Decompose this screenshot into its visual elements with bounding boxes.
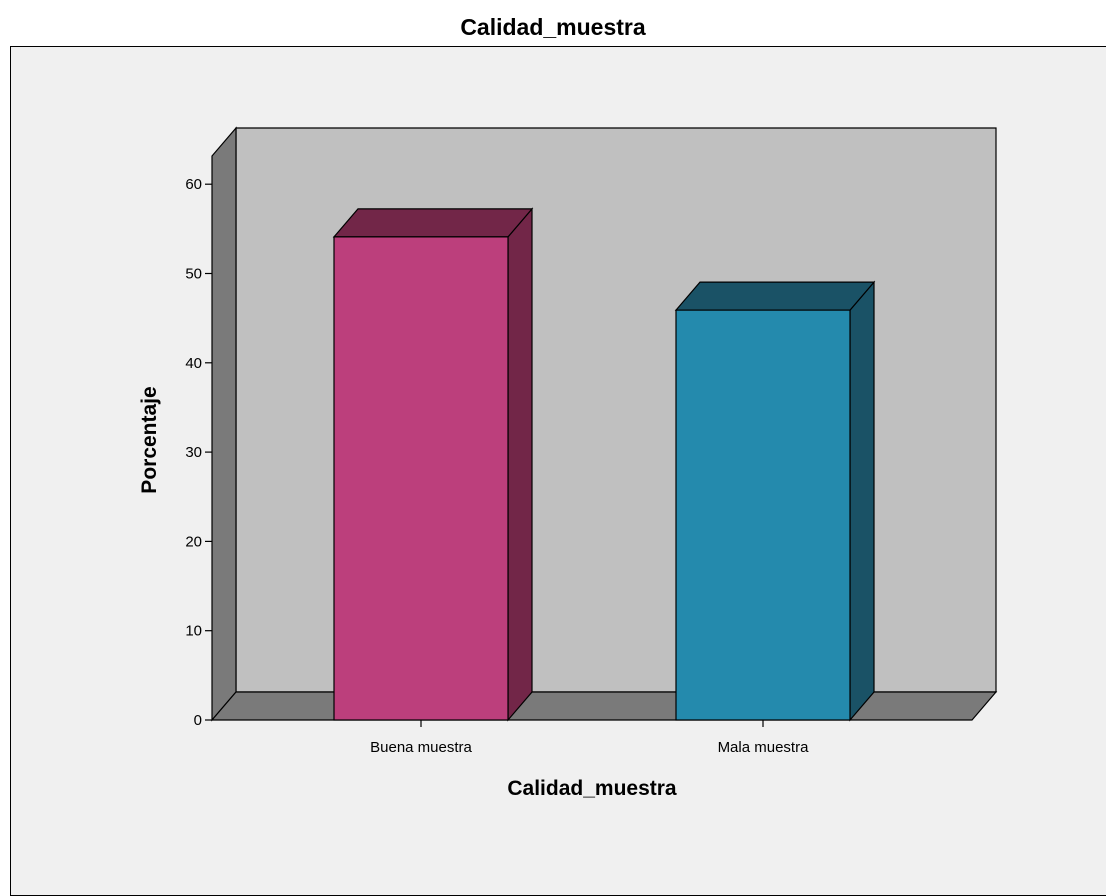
x-tick-label: Buena muestra — [370, 739, 472, 756]
y-tick-label: 10 — [185, 623, 202, 640]
y-axis: 0 10 20 30 40 50 60 — [185, 176, 212, 729]
bars-group — [332, 207, 876, 722]
bar-side — [849, 280, 875, 722]
x-axis: Buena muestra Mala muestra — [370, 720, 809, 756]
y-tick-label: 30 — [185, 444, 202, 461]
side-wall — [211, 126, 237, 722]
y-tick-label: 40 — [185, 355, 202, 372]
bar-2 — [674, 280, 876, 722]
bar-front — [675, 309, 851, 721]
y-tick-label: 60 — [185, 176, 202, 193]
y-tick-label: 0 — [194, 712, 202, 729]
y-axis-title: Porcentaje — [138, 386, 161, 493]
y-tick-label: 50 — [185, 266, 202, 283]
bar-top — [674, 281, 876, 311]
chart-walls — [210, 126, 998, 722]
y-tick-label: 20 — [185, 533, 202, 550]
bar-side — [507, 207, 533, 722]
x-axis-title: Calidad_muestra — [507, 777, 677, 800]
bar-front — [333, 236, 509, 721]
bar-1 — [332, 207, 534, 722]
bar-top — [332, 208, 534, 238]
chart-title: Calidad_muestra — [460, 14, 646, 40]
floor — [210, 691, 998, 721]
x-tick-label: Mala muestra — [718, 739, 810, 756]
